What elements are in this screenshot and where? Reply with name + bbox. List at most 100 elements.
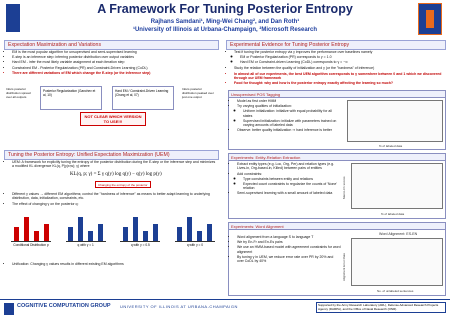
- bullet: Uniform initialization: initialize with …: [243, 109, 341, 118]
- authors: Rajhans Samdani¹, Ming-Wei Chang², and D…: [150, 19, 300, 25]
- bullets: Different γ values → different EM algori…: [6, 192, 218, 207]
- affiliations: ¹University of Illinois at Urbana-Champa…: [132, 27, 318, 33]
- panel: Conditional Distribution p: [8, 214, 54, 254]
- panel: q with γ = 1: [63, 214, 109, 254]
- unification: Unification: Changing γ values results i…: [6, 262, 218, 267]
- y-axis-label: Alignment Error Rate: [342, 252, 346, 281]
- footer: Cognitive Computation Group University o…: [0, 299, 450, 318]
- university-logo: [418, 3, 442, 35]
- note: Infers posterior distribution peaked ove…: [182, 87, 214, 99]
- decor-bar: [132, 216, 138, 241]
- panel-label: q with γ = 0.5: [130, 243, 150, 247]
- bullets: EM is the most popular algorithm for uns…: [6, 50, 218, 76]
- formula-note: Changing the entropy of the posterior: [95, 181, 151, 188]
- panel-graphic: [120, 214, 161, 242]
- bullets: Word alignment from a language S to lang…: [231, 235, 341, 264]
- x-axis-label: No. of unlabeled sentences: [377, 289, 414, 293]
- panel: q with γ = 0: [172, 214, 218, 254]
- bullet: Expected count constraints to regularize…: [243, 182, 341, 191]
- bullet: Add constraints:: [237, 172, 341, 176]
- warning: NOT CLEAR WHICH VERSION TO USE!!!: [80, 112, 146, 126]
- panel-graphic: [174, 214, 215, 242]
- bullet: Observe: better quality initialization ⇒…: [237, 128, 341, 132]
- section-title: Experimental Evidence for Tuning Posteri…: [226, 40, 446, 51]
- chart-image: [351, 163, 443, 209]
- food-for-thought: Food for thought: why and how is the pos…: [234, 81, 444, 85]
- formula: KL(q, p; γ) = Σ γ q(y) log q(y) − q(y) l…: [70, 172, 162, 177]
- bullets: Model as first order HMMTry varying qual…: [231, 99, 341, 134]
- bullet: Model as first order HMM: [237, 99, 341, 103]
- footer-logo: [4, 303, 14, 315]
- chart-image: [351, 238, 443, 286]
- decor-bar: [197, 230, 203, 241]
- box-title: Experiments: Word Alignment: [229, 223, 445, 230]
- bullet: By tuning γ in UEM, we reduce error rate…: [237, 255, 341, 264]
- bullet: Supervised initialization: initialize wi…: [243, 119, 341, 128]
- decor-bar: [122, 227, 128, 241]
- decor-bar: [207, 223, 213, 241]
- bullet: Study the relation between the quality o…: [234, 66, 444, 70]
- finding: In almost all of our experiments, the be…: [234, 72, 444, 81]
- bullet: There are different variations of EM whi…: [12, 71, 218, 75]
- decor-bar: [187, 216, 193, 241]
- bullet: Extract entity types (e.g. Loc, Org, Per…: [237, 162, 341, 171]
- decor-bar: [33, 230, 39, 241]
- bullet: Type constraints between entity and rela…: [243, 177, 341, 181]
- box-title: Unsupervised POS Tagging: [229, 91, 445, 98]
- y-axis-label: Macro-F1 scores: [342, 176, 346, 199]
- bullet: E-step is an inference step: inferring p…: [12, 55, 218, 59]
- decor-bar: [23, 216, 29, 241]
- x-axis-label: % of labeled data: [381, 212, 405, 216]
- group-logo: [6, 4, 20, 32]
- box-title: Experiments: Entity-Relation Extraction: [229, 154, 445, 161]
- title: A Framework For Tuning Posterior Entropy: [97, 2, 353, 16]
- decor-bar: [142, 230, 148, 241]
- diagram-box: Posterior Regularization (Ganchev et al,…: [40, 86, 102, 110]
- uem-intro: UEM: A framework for explicitly tuning t…: [6, 160, 218, 170]
- bullet: Try varying qualities of initialization:: [237, 104, 341, 108]
- posterior-panels: Conditional Distribution p q with γ = 1 q …: [8, 214, 218, 254]
- group-name: Cognitive Computation Group: [17, 303, 111, 309]
- bullet: Word alignment from a language S to lang…: [237, 235, 341, 239]
- section-title: Tuning the Posterior Entropy: Unified Ex…: [4, 150, 219, 161]
- bullet: Constrained EM - Posterior Regularizatio…: [12, 66, 218, 70]
- decor-bar: [152, 223, 158, 241]
- panel-graphic: [11, 214, 51, 242]
- decor-bar: [98, 223, 104, 241]
- decor-bar: [43, 223, 49, 241]
- pos-box: Unsupervised POS Tagging Model as first …: [228, 90, 446, 150]
- university-name: University of Illinois at Urbana-Champai…: [120, 304, 238, 309]
- bullet: UEM: A framework for explicitly tuning t…: [12, 160, 218, 169]
- bullets: Test if tuning the posterior entropy via…: [228, 50, 444, 87]
- x-axis-label: % of labeled data: [379, 144, 403, 148]
- panel-label: q with γ = 1: [77, 243, 94, 247]
- bullet: Hard EM or Constraint-driven Learning (C…: [240, 60, 444, 64]
- panel-label: q with γ = 0: [186, 243, 204, 247]
- section-title: Expectation Maximization and Variations: [4, 40, 219, 51]
- bullet: We try En-Fr and En-Es pairs: [237, 240, 341, 244]
- decor-bar: [68, 227, 74, 241]
- bullet: EM is the most popular algorithm for uns…: [12, 50, 218, 54]
- decor-bar: [177, 227, 183, 241]
- bullet: Different γ values → different EM algori…: [12, 192, 218, 201]
- wa-box: Experiments: Word Alignment Word alignme…: [228, 222, 446, 296]
- panel-label: Conditional Distribution p: [13, 243, 49, 247]
- panel-graphic: [65, 214, 106, 242]
- bullet: Hard EM - infer the most likely variable…: [12, 60, 218, 64]
- panel: q with γ = 0.5: [117, 214, 163, 254]
- bullet: We use an HMM-based model with agreement…: [237, 245, 341, 254]
- decor-bar: [78, 216, 84, 241]
- chart-title: Word Alignment: ES-EN: [379, 232, 418, 236]
- bullets: Extract entity types (e.g. Loc, Org, Per…: [231, 162, 341, 197]
- bullet: Semi-supervised learning with a small am…: [237, 191, 341, 195]
- chart-image: [347, 100, 443, 142]
- bullet: Unification: Changing γ values results i…: [12, 262, 218, 266]
- funding: Supported by the Army Research Laborator…: [316, 302, 446, 314]
- bullet: Test if tuning the posterior entropy via…: [234, 50, 444, 54]
- diagram-box: Hard EM / Constraint-Driven Learning (Ch…: [112, 86, 174, 110]
- bullet: EM or Posterior Regularization (PR) corr…: [240, 55, 444, 59]
- decor-bar: [88, 230, 94, 241]
- bullet: The effect of changing γ on the posterio…: [12, 202, 218, 206]
- note: Infers posterior distribution spread ove…: [6, 87, 31, 99]
